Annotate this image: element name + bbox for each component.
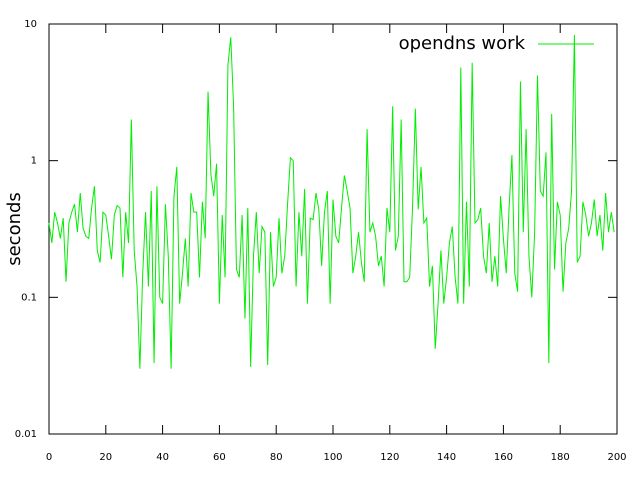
x-tick-label: 160 bbox=[494, 452, 513, 463]
x-tick-label: 0 bbox=[46, 452, 52, 463]
x-tick-label: 100 bbox=[323, 452, 342, 463]
x-tick-label: 40 bbox=[156, 452, 169, 463]
y-tick-label: 0.1 bbox=[21, 292, 37, 303]
x-tick-label: 60 bbox=[213, 452, 226, 463]
x-tick-label: 120 bbox=[380, 452, 399, 463]
y-tick-label: 10 bbox=[24, 19, 37, 30]
x-tick-label: 80 bbox=[270, 452, 283, 463]
x-tick-label: 140 bbox=[437, 452, 456, 463]
legend-label: opendns work bbox=[399, 33, 526, 54]
y-tick-label: 0.01 bbox=[15, 429, 37, 440]
y-tick-label: 1 bbox=[31, 156, 37, 167]
y-axis-label: seconds bbox=[4, 192, 25, 266]
x-tick-label: 20 bbox=[99, 452, 112, 463]
x-tick-label: 200 bbox=[607, 452, 626, 463]
data-line bbox=[48, 35, 615, 369]
x-tick-label: 180 bbox=[551, 452, 570, 463]
